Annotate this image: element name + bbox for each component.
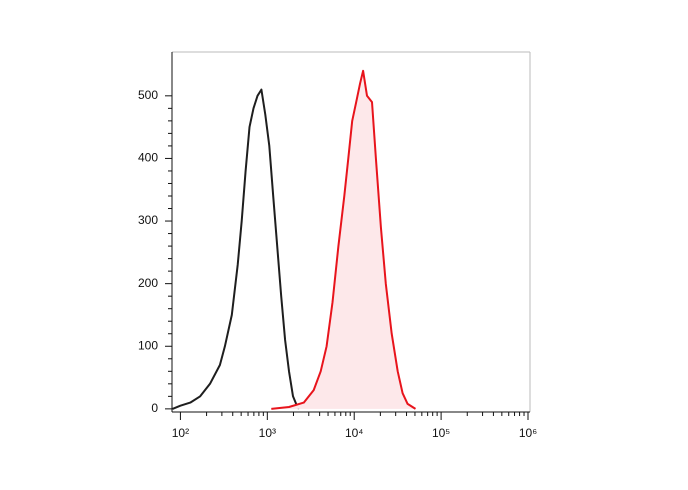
- y-tick-label: 300: [138, 213, 158, 227]
- series-line: [172, 88, 300, 410]
- series-line: [271, 69, 417, 410]
- y-tick-label: 100: [138, 338, 158, 352]
- x-tick-label: 10⁵: [432, 426, 450, 440]
- x-tick-label: 10⁴: [345, 426, 364, 440]
- y-tick-label: 0: [151, 401, 158, 415]
- x-tick-label: 10³: [259, 426, 276, 440]
- series-area: [271, 70, 416, 409]
- x-tick-label: 10²: [172, 426, 189, 440]
- y-tick-label: 400: [138, 151, 158, 165]
- y-tick-label: 200: [138, 276, 158, 290]
- x-tick-label: 10⁶: [519, 426, 537, 440]
- y-tick-label: 500: [138, 88, 158, 102]
